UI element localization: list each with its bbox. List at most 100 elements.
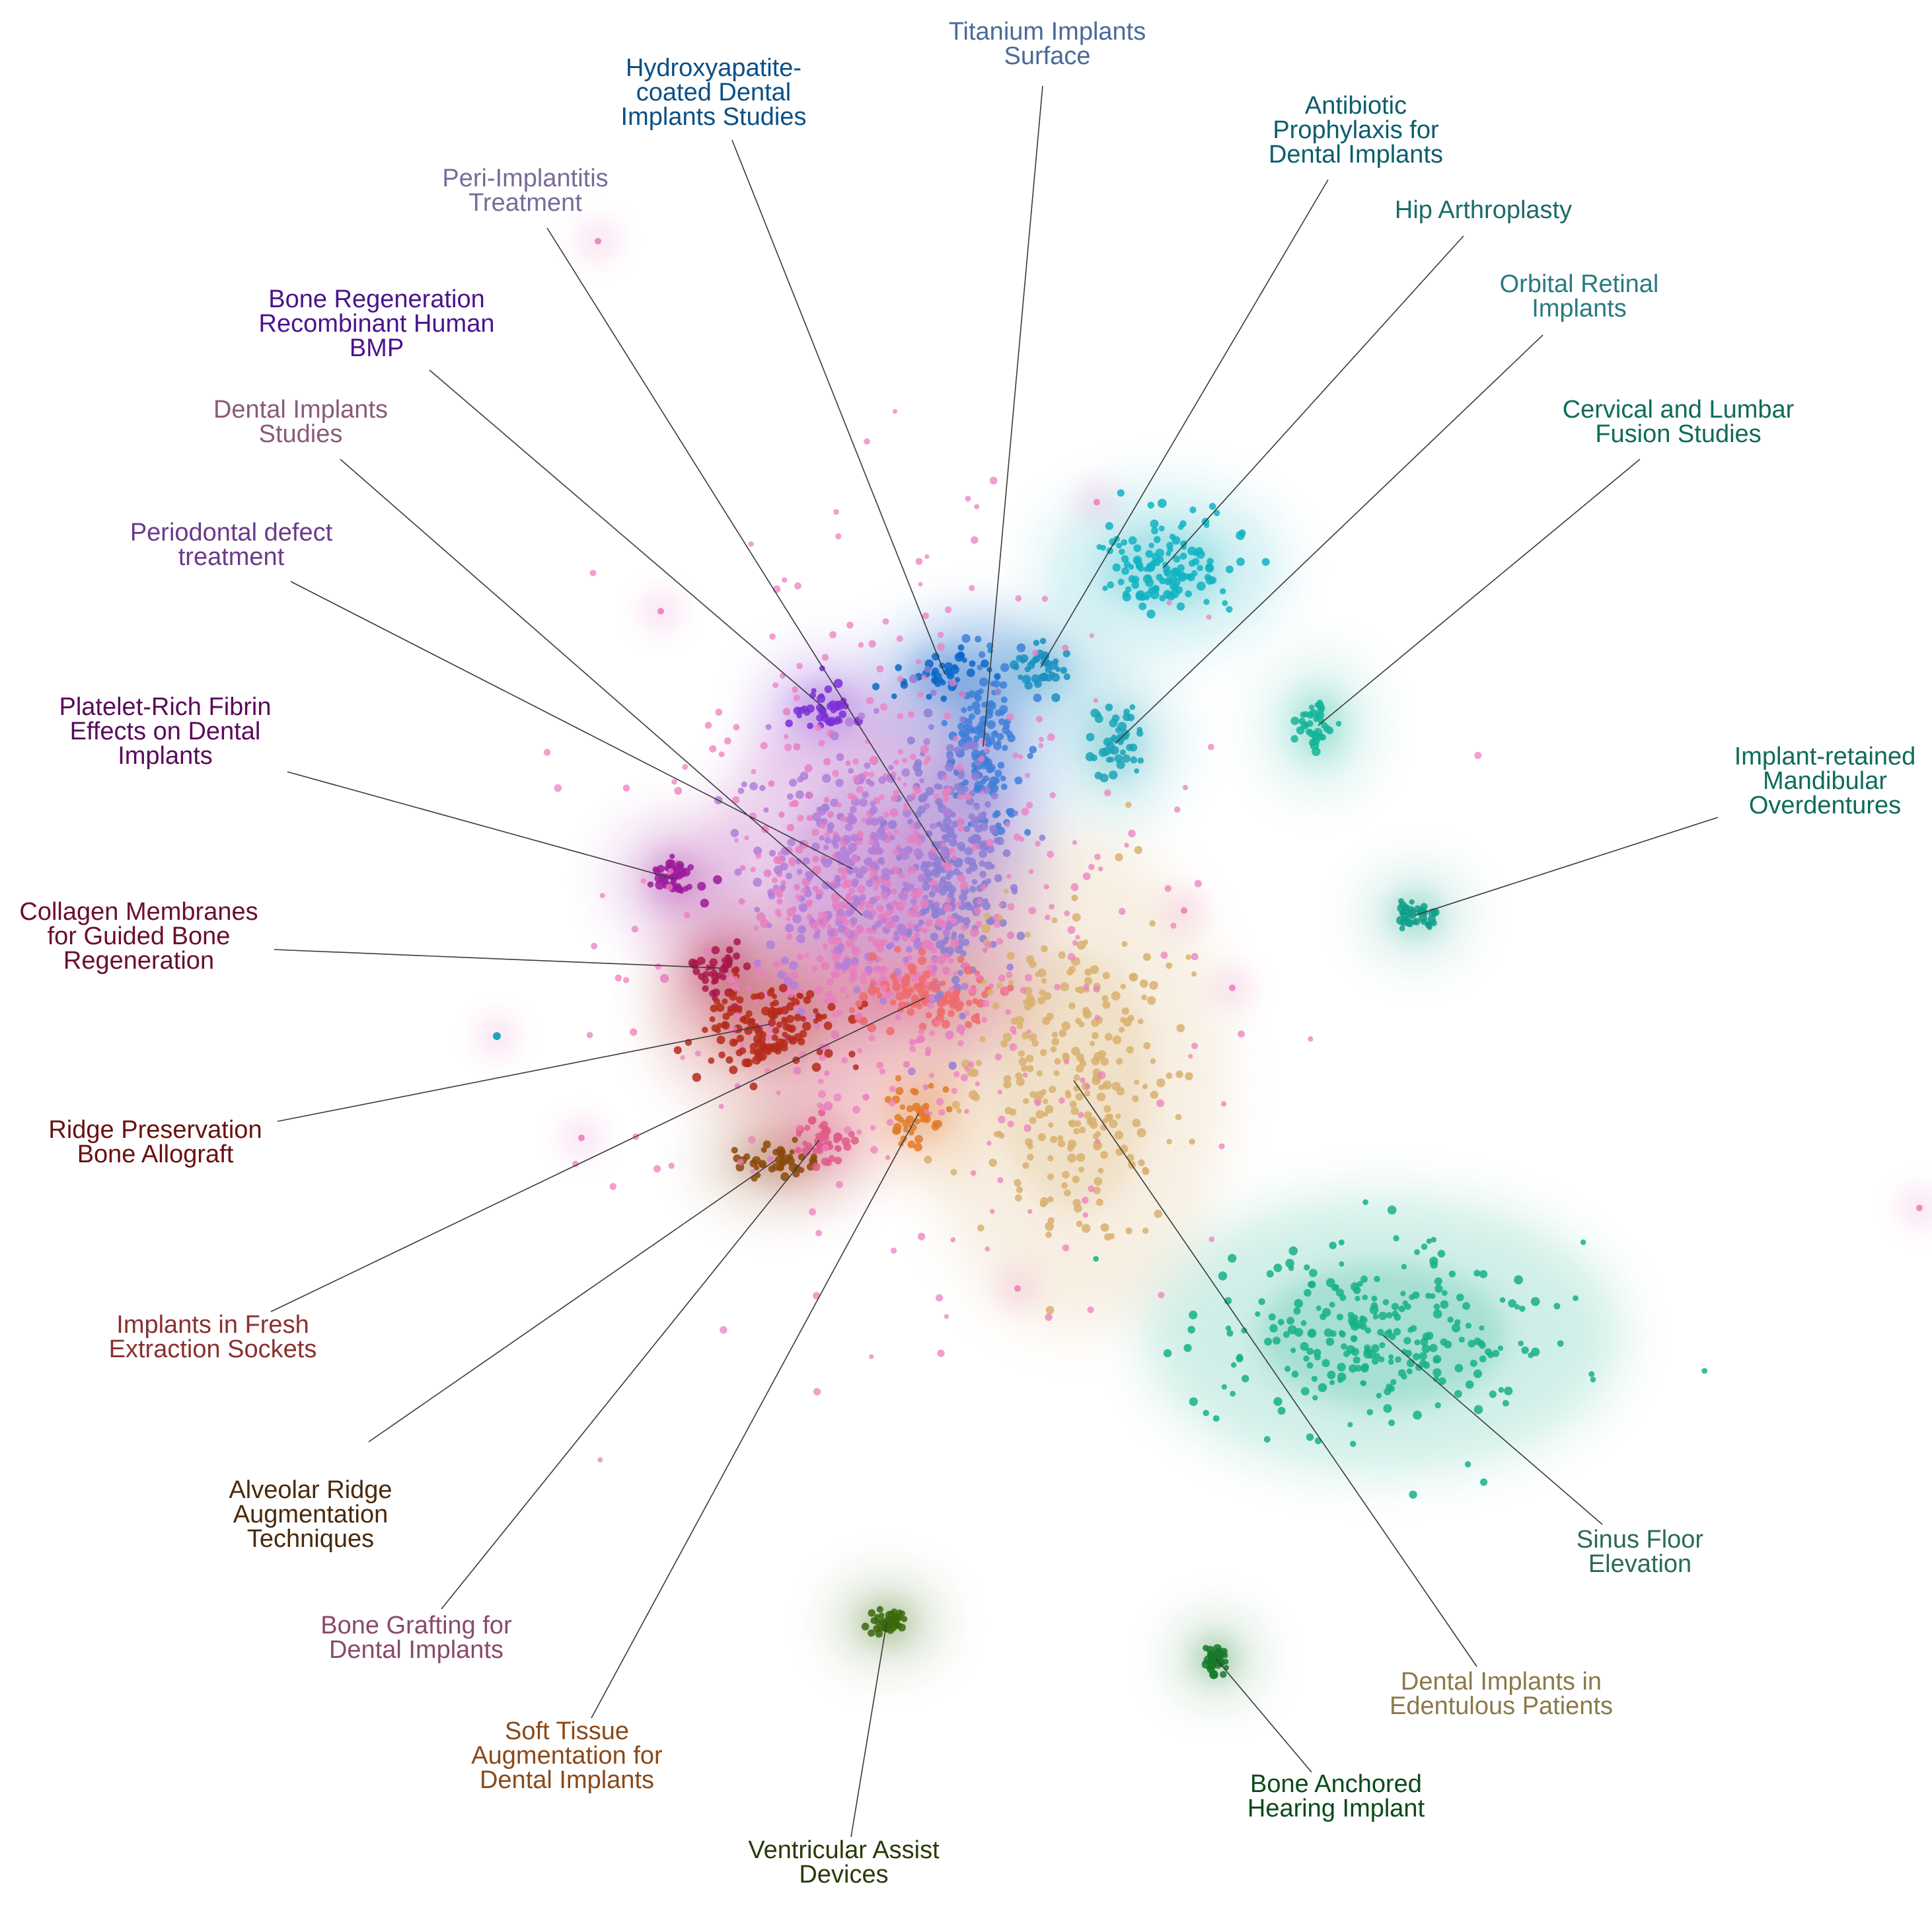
data-point — [964, 1010, 970, 1016]
data-point — [944, 935, 950, 941]
data-point — [908, 711, 915, 718]
data-point — [838, 924, 846, 933]
data-point — [909, 1129, 914, 1136]
data-point — [1049, 903, 1055, 910]
data-point — [1016, 1077, 1025, 1086]
data-point — [932, 977, 938, 985]
data-point — [1082, 1212, 1089, 1218]
data-point — [1309, 704, 1315, 710]
data-point — [1012, 663, 1020, 671]
data-point — [913, 983, 920, 989]
data-point — [1131, 576, 1140, 583]
data-point — [1378, 1356, 1385, 1363]
data-point — [959, 691, 966, 698]
data-point — [1264, 1337, 1273, 1346]
data-point — [1350, 1335, 1358, 1343]
data-point — [1139, 979, 1148, 988]
data-point — [951, 975, 960, 985]
data-point — [1062, 1052, 1070, 1060]
data-point — [1196, 581, 1206, 591]
data-point — [895, 1075, 902, 1082]
data-point — [1006, 952, 1015, 960]
data-point — [795, 845, 803, 854]
data-point — [831, 893, 840, 903]
data-point — [780, 862, 788, 871]
data-point — [888, 941, 895, 948]
data-point — [876, 905, 884, 913]
data-point — [1037, 673, 1046, 682]
data-point — [1329, 1242, 1337, 1250]
data-point — [1454, 1390, 1462, 1398]
data-point — [1119, 1026, 1125, 1033]
data-point — [821, 858, 827, 864]
data-point — [1160, 952, 1168, 959]
data-point — [920, 899, 929, 909]
data-point — [868, 839, 875, 845]
data-point — [923, 708, 933, 718]
data-point — [997, 1089, 1003, 1095]
data-point — [1117, 489, 1125, 497]
data-point — [990, 792, 998, 800]
data-point — [934, 672, 942, 681]
data-point — [755, 1026, 763, 1034]
data-point — [936, 1294, 944, 1302]
data-point — [876, 992, 883, 998]
data-point — [704, 722, 712, 729]
data-point — [903, 956, 909, 963]
data-point — [1109, 718, 1118, 728]
data-point — [918, 692, 924, 698]
data-point — [889, 973, 897, 981]
data-point — [852, 774, 861, 783]
data-point — [827, 1002, 836, 1011]
data-point — [1393, 1235, 1399, 1242]
data-point — [711, 973, 720, 981]
data-point — [937, 1349, 945, 1357]
data-point — [976, 898, 983, 905]
data-point — [1025, 802, 1033, 809]
data-point — [749, 1049, 755, 1055]
cluster-label: Bone Regeneration Recombinant Human BMP — [259, 285, 495, 362]
data-point — [924, 980, 930, 986]
data-point — [1327, 1370, 1336, 1380]
data-point — [760, 741, 768, 749]
data-point — [792, 686, 799, 693]
data-point — [1422, 1332, 1430, 1341]
data-point — [850, 917, 858, 924]
data-point — [1047, 1173, 1054, 1180]
data-point — [1185, 954, 1191, 960]
data-point — [738, 898, 745, 905]
data-point — [754, 907, 761, 913]
data-point — [904, 846, 913, 855]
leader-line — [274, 949, 721, 969]
data-point — [1451, 1324, 1461, 1333]
data-point — [996, 733, 1004, 741]
data-point — [898, 926, 908, 936]
data-point — [887, 820, 897, 829]
data-point — [1014, 1179, 1022, 1187]
data-point — [1701, 1368, 1708, 1374]
data-point — [1379, 1342, 1386, 1349]
data-point — [944, 712, 951, 720]
data-point — [733, 976, 739, 981]
data-point — [1065, 1092, 1072, 1099]
data-point — [787, 838, 796, 846]
data-point — [885, 922, 892, 930]
data-point — [816, 955, 824, 963]
data-point — [844, 1126, 852, 1134]
data-point — [964, 1109, 969, 1114]
data-point — [1073, 1128, 1080, 1135]
data-point — [1033, 693, 1042, 702]
data-point — [998, 1115, 1006, 1124]
data-point — [839, 986, 847, 994]
data-point — [1468, 1339, 1476, 1348]
leader-line — [277, 1024, 770, 1122]
data-point — [898, 1117, 905, 1123]
data-point — [852, 895, 859, 902]
data-point — [926, 693, 932, 700]
data-point — [783, 708, 791, 716]
cluster-label: Dental Implants in Edentulous Patients — [1390, 1668, 1613, 1720]
data-point — [778, 961, 783, 967]
data-point — [1304, 1264, 1310, 1271]
leader-line — [429, 369, 825, 709]
data-point — [980, 778, 986, 785]
